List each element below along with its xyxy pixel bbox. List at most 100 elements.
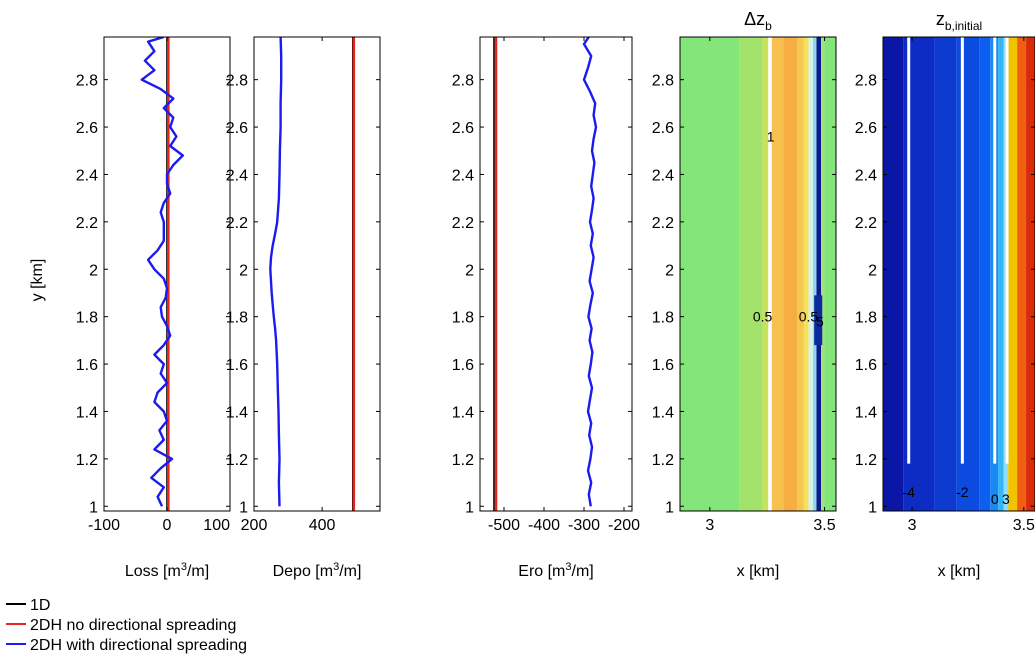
heatmap-patch <box>814 295 823 346</box>
y-tick-label: 2.4 <box>76 167 98 184</box>
y-tick-label: 2.8 <box>226 73 248 90</box>
legend-label-1: 2DH no directional spreading <box>30 617 236 634</box>
contour-label-0: 1 <box>767 129 775 145</box>
heatmap-band-5 <box>783 37 797 511</box>
y-tick-label: 1 <box>465 499 474 516</box>
heatmap-band-3 <box>768 37 772 511</box>
y-tick-label: 1.2 <box>76 452 98 469</box>
heatmap-band-2 <box>934 37 957 511</box>
y-tick-label: 1.4 <box>76 404 98 421</box>
y-tick-label: 2.2 <box>652 215 674 232</box>
y-tick-label: 1.8 <box>226 310 248 327</box>
y-tick-label: 2.2 <box>76 215 98 232</box>
y-tick-label: 1 <box>868 499 877 516</box>
y-tick-label: 1.6 <box>76 357 98 374</box>
heatmap-band-3 <box>956 37 980 511</box>
y-tick-label: 2.8 <box>652 73 674 90</box>
y-tick-label: 2.8 <box>855 73 877 90</box>
y-tick-label: 1.2 <box>855 452 877 469</box>
contour-label-1: -2 <box>956 484 969 500</box>
x-tick-label: -200 <box>608 517 640 534</box>
heatmap-band-2 <box>762 37 769 511</box>
axes-frame <box>679 36 837 512</box>
x-tick-label: 0 <box>163 517 172 534</box>
y-tick-label: 2.8 <box>452 73 474 90</box>
y-tick-label: 2.4 <box>226 167 248 184</box>
heatmap-band-4 <box>979 37 991 511</box>
plot-area <box>140 37 185 511</box>
y-tick-label: 1.4 <box>452 404 474 421</box>
heatmap-band-4 <box>771 37 784 511</box>
y-axis-label: y [km] <box>29 259 46 302</box>
y-tick-label: 1.2 <box>652 452 674 469</box>
x-tick-label: 3.5 <box>813 517 835 534</box>
series-line-2 <box>269 37 283 507</box>
panel-title: Δzb <box>744 9 772 33</box>
contour-label-1: 0.5 <box>753 309 773 325</box>
plot-area: 10.5 0.55 <box>680 37 836 511</box>
y-tick-label: 1.4 <box>226 404 248 421</box>
panel-title: zb,initial <box>936 9 982 33</box>
x-axis-label: x [km] <box>938 563 981 580</box>
heatmap-band-8 <box>1008 37 1018 511</box>
x-tick-label: 400 <box>309 517 336 534</box>
y-tick-label: 2.6 <box>226 120 248 137</box>
y-tick-label: 1.2 <box>226 452 248 469</box>
y-tick-label: 2.2 <box>226 215 248 232</box>
contour-label-3: 3 <box>1002 491 1010 507</box>
heatmap-band-8 <box>808 37 814 511</box>
y-tick-label: 2.8 <box>76 73 98 90</box>
y-tick-label: 2 <box>239 262 248 279</box>
x-tick-label: 200 <box>241 517 268 534</box>
y-tick-label: 2 <box>665 262 674 279</box>
x-axis-label: Loss [m3/m] <box>125 561 209 580</box>
y-tick-label: 1 <box>239 499 248 516</box>
plot-area <box>269 37 356 511</box>
y-tick-label: 2.6 <box>452 120 474 137</box>
y-tick-label: 1 <box>665 499 674 516</box>
legend-label-0: 1D <box>30 597 50 614</box>
chart-panel-3: 1 1.2 1.4 1.6 1.8 2 2.2 2.4 2.6 2.8 -500 -400 -300 -2… <box>452 36 640 580</box>
y-tick-label: 2.2 <box>452 215 474 232</box>
chart-panel-2: 1 1.2 1.4 1.6 1.8 2 2.2 2.4 2.6 2.8 200 400 Depo [m3… <box>226 36 381 580</box>
heatmap-band-9 <box>813 37 817 511</box>
y-tick-label: 2 <box>868 262 877 279</box>
y-tick-label: 1.2 <box>452 452 474 469</box>
y-tick-label: 2.4 <box>452 167 474 184</box>
x-tick-label: -300 <box>568 517 600 534</box>
contour-label-3: 5 <box>816 313 824 329</box>
x-tick-label: 3 <box>705 517 714 534</box>
heatmap-band-1 <box>739 37 763 511</box>
y-tick-label: 2.6 <box>652 120 674 137</box>
axes-frame <box>253 36 381 512</box>
y-tick-label: 2.4 <box>652 167 674 184</box>
y-tick-label: 2 <box>89 262 98 279</box>
y-tick-label: 1.6 <box>855 357 877 374</box>
contour-label-2: 0.5 <box>799 309 819 325</box>
y-tick-label: 2 <box>465 262 474 279</box>
contour-label-0: -4 <box>902 484 915 500</box>
axes-frame <box>479 36 633 512</box>
y-tick-label: 1.6 <box>452 357 474 374</box>
y-tick-label: 1.6 <box>226 357 248 374</box>
chart-panels: 1 1.2 1.4 1.6 1.8 2 2.2 2.4 2.6 2.8 -100 0 100 Loss [… <box>76 9 1035 580</box>
y-tick-label: 2.6 <box>76 120 98 137</box>
y-tick-label: 1.8 <box>855 310 877 327</box>
heatmap-band-10 <box>1026 37 1035 511</box>
contour-label-2: 0 <box>991 491 999 507</box>
y-tick-label: 1.8 <box>452 310 474 327</box>
legend: 1D 2DH no directional spreading 2DH with d… <box>6 597 247 654</box>
x-tick-label: 3 <box>908 517 917 534</box>
x-axis-label: Ero [m3/m] <box>518 561 593 580</box>
y-tick-label: 1.6 <box>652 357 674 374</box>
x-tick-label: -500 <box>488 517 520 534</box>
y-tick-label: 2.4 <box>855 167 877 184</box>
y-tick-label: 2.2 <box>855 215 877 232</box>
x-tick-label: -100 <box>88 517 120 534</box>
x-axis-label: x [km] <box>737 563 780 580</box>
y-tick-label: 1.4 <box>652 404 674 421</box>
chart-panel-1: 1 1.2 1.4 1.6 1.8 2 2.2 2.4 2.6 2.8 -100 0 100 Loss [… <box>76 36 231 580</box>
series-line-2 <box>582 37 598 507</box>
y-tick-label: 1.8 <box>76 310 98 327</box>
